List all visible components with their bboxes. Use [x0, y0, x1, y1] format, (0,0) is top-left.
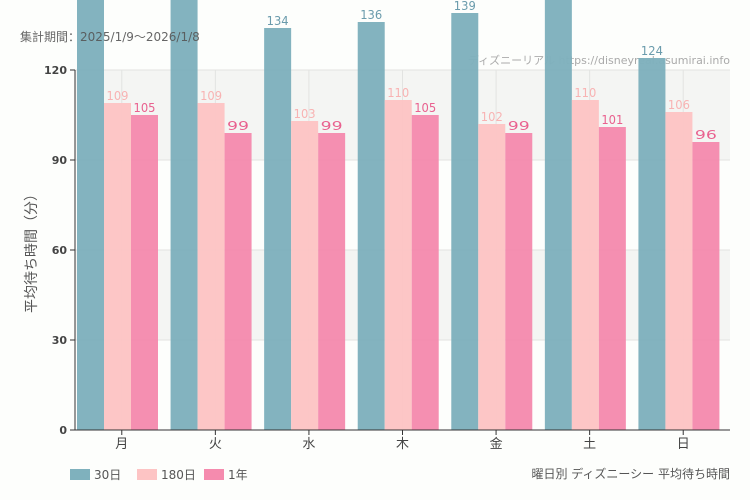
legend-label: 1年: [228, 468, 248, 482]
x-tick-label: 火: [209, 437, 222, 452]
bar-1年-月: [131, 115, 158, 430]
bar-180日-金: [478, 124, 506, 430]
bar-180日-月: [104, 103, 131, 430]
legend-swatch: [70, 469, 90, 480]
data-label: 110: [387, 86, 409, 100]
bar-1年-土: [598, 127, 626, 430]
bar-1年-金: [505, 133, 533, 430]
y-tick-label: 120: [44, 64, 67, 77]
bar-180日-日: [665, 112, 693, 430]
y-tick-label: 0: [59, 424, 67, 437]
bar-1年-日: [692, 142, 720, 430]
bar-30日-火: [170, 0, 198, 430]
bar-180日-火: [197, 103, 225, 430]
legend-swatch: [137, 469, 157, 480]
x-tick-label: 月: [115, 437, 128, 452]
bar-180日-土: [571, 100, 599, 430]
bar-1年-火: [224, 133, 252, 430]
data-label: 105: [414, 101, 436, 115]
x-tick-label: 土: [583, 437, 596, 452]
x-tick-label: 金: [490, 436, 503, 452]
data-label: 139: [454, 0, 476, 13]
y-tick-label: 90: [52, 154, 68, 167]
legend-label: 180日: [161, 468, 196, 482]
bar-1年-木: [411, 115, 439, 430]
data-label: 105: [134, 101, 156, 115]
y-axis-label: 平均待ち時間（分）: [24, 187, 40, 313]
period-label: 集計期間：2025/1/9〜2026/1/8: [20, 29, 200, 44]
bar-30日-水: [264, 28, 292, 430]
bar-30日-土: [544, 0, 572, 430]
watermark: ディズニーリアル https://disneyreal.asumirai.inf…: [468, 53, 730, 67]
data-label: 124: [641, 44, 663, 58]
y-tick-label: 60: [52, 244, 68, 257]
data-label: 99: [321, 119, 343, 133]
bar-180日-水: [291, 121, 319, 430]
data-label: 102: [481, 110, 503, 124]
bar-1年-水: [318, 133, 346, 430]
bar-30日-金: [451, 13, 479, 430]
data-label: 99: [508, 119, 530, 133]
data-label: 101: [601, 113, 623, 127]
data-label: 136: [360, 8, 382, 22]
y-tick-label: 30: [52, 334, 68, 347]
bar-180日-木: [384, 100, 412, 430]
data-label: 96: [695, 128, 717, 142]
data-label: 109: [200, 89, 222, 103]
chart-caption: 曜日別 ディズニーシー 平均待ち時間: [531, 466, 730, 481]
data-label: 106: [668, 98, 690, 112]
data-label: 99: [227, 119, 249, 133]
legend-label: 30日: [94, 468, 121, 482]
x-tick-label: 日: [677, 437, 690, 452]
data-label: 134: [267, 14, 289, 28]
bar-30日-日: [638, 58, 666, 430]
data-label: 103: [294, 107, 316, 121]
x-tick-label: 水: [302, 437, 315, 452]
data-label: 110: [574, 86, 596, 100]
bar-30日-月: [77, 0, 104, 430]
x-tick-label: 木: [396, 437, 409, 452]
legend-swatch: [204, 469, 224, 480]
data-label: 109: [107, 89, 129, 103]
bar-30日-木: [357, 22, 385, 430]
